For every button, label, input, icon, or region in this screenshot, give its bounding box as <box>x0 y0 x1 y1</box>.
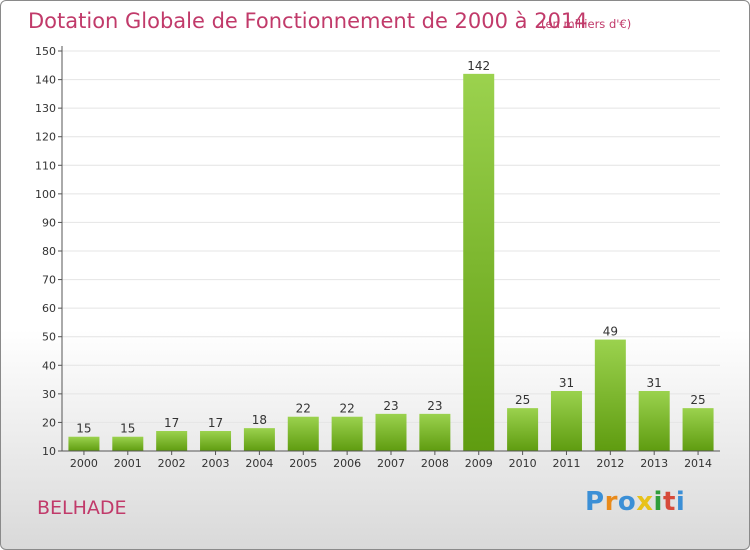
logo-letter: r <box>604 487 618 517</box>
x-tick-label: 2013 <box>640 457 668 470</box>
bar-2004 <box>243 428 275 451</box>
proxiti-logo: Proxiti <box>585 487 685 517</box>
bar-2006 <box>331 416 363 451</box>
y-tick-label: 90 <box>42 216 56 229</box>
axes <box>58 46 720 455</box>
y-tick-label: 150 <box>35 45 56 58</box>
data-label: 17 <box>164 416 179 430</box>
bar-2008 <box>419 413 451 451</box>
x-tick-label: 2011 <box>552 457 580 470</box>
x-tick-label: 2001 <box>114 457 142 470</box>
data-label: 22 <box>339 402 354 416</box>
chart-unit-note: (en milliers d'€) <box>541 17 632 31</box>
bar-2002 <box>156 431 188 451</box>
tick-labels: 10 20 30 40 50 60 70 80 90 100 110 120 130 140 150 15 20… <box>35 45 712 470</box>
logo-letter: i <box>675 487 686 517</box>
bar-2014 <box>682 408 714 451</box>
bars <box>68 73 714 451</box>
y-tick-label: 100 <box>35 188 56 201</box>
y-tick-label: 40 <box>42 359 56 372</box>
bar-2005 <box>287 416 319 451</box>
data-label: 22 <box>296 402 311 416</box>
y-tick-label: 110 <box>35 159 56 172</box>
y-tick-label: 80 <box>42 245 56 258</box>
bar-2011 <box>550 391 582 451</box>
logo-letter: x <box>636 487 654 517</box>
bar-2007 <box>375 413 407 451</box>
y-tick-label: 50 <box>42 331 56 344</box>
data-label: 31 <box>559 376 574 390</box>
x-tick-label: 2004 <box>245 457 273 470</box>
bar-2003 <box>200 431 232 451</box>
data-label: 49 <box>603 325 618 339</box>
y-tick-label: 60 <box>42 302 56 315</box>
y-tick-label: 70 <box>42 274 56 287</box>
y-tick-label: 130 <box>35 102 56 115</box>
data-label: 31 <box>647 376 662 390</box>
data-label: 25 <box>690 393 705 407</box>
chart-title: Dotation Globale de Fonctionnement de 20… <box>28 9 588 33</box>
data-label: 142 <box>467 59 490 73</box>
y-tick-label: 10 <box>42 445 56 458</box>
y-tick-label: 120 <box>35 131 56 144</box>
y-tick-label: 20 <box>42 416 56 429</box>
x-tick-label: 2003 <box>202 457 230 470</box>
data-label: 15 <box>120 422 135 436</box>
logo-letter: t <box>662 487 676 517</box>
bar-2000 <box>68 436 100 451</box>
data-label: 18 <box>252 413 267 427</box>
x-tick-label: 2007 <box>377 457 405 470</box>
bar-2012 <box>594 339 626 451</box>
logo-letter: i <box>653 487 663 517</box>
bar-2001 <box>112 436 144 451</box>
x-tick-label: 2010 <box>509 457 537 470</box>
commune-name: BELHADE <box>37 497 127 519</box>
data-label: 25 <box>515 393 530 407</box>
data-label: 23 <box>427 399 442 413</box>
data-label: 17 <box>208 416 223 430</box>
bar-2013 <box>638 391 670 451</box>
bar-2009 <box>463 73 495 451</box>
x-tick-label: 2005 <box>289 457 317 470</box>
x-tick-label: 2006 <box>333 457 361 470</box>
x-tick-label: 2008 <box>421 457 449 470</box>
x-tick-label: 2012 <box>596 457 624 470</box>
data-label: 23 <box>383 399 398 413</box>
x-tick-label: 2009 <box>465 457 493 470</box>
y-tick-label: 30 <box>42 388 56 401</box>
x-tick-label: 2000 <box>70 457 98 470</box>
bar-2010 <box>507 408 539 451</box>
logo-letter: P <box>585 487 605 517</box>
y-tick-label: 140 <box>35 74 56 87</box>
data-label: 15 <box>76 422 91 436</box>
x-tick-label: 2002 <box>158 457 186 470</box>
logo-letter: o <box>617 487 637 517</box>
x-tick-label: 2014 <box>684 457 712 470</box>
